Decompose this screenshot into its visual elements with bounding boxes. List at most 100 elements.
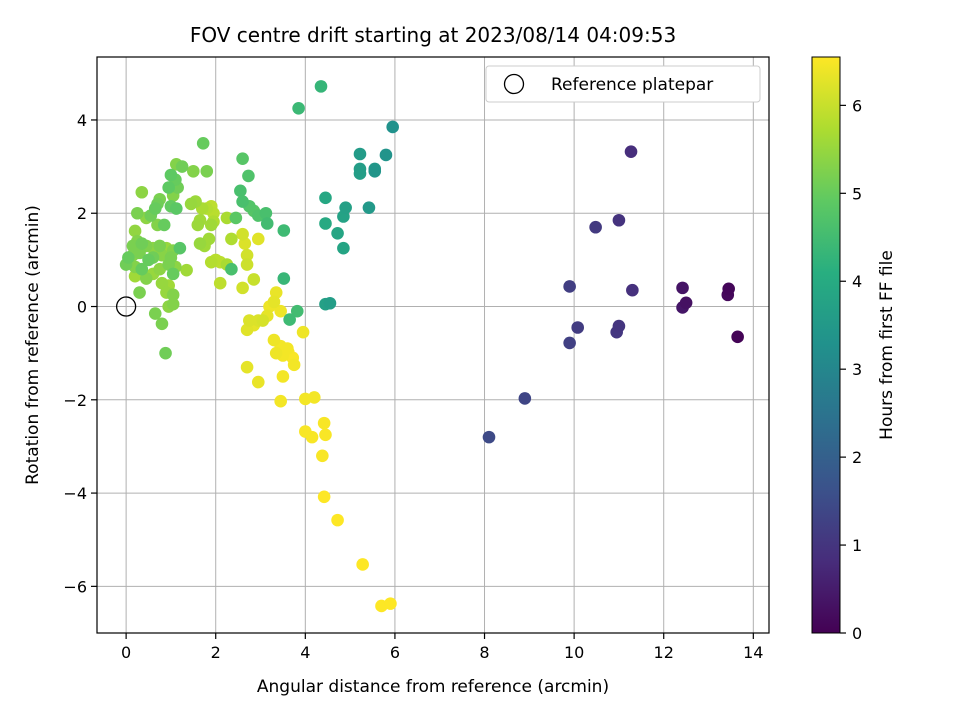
data-point <box>166 288 180 302</box>
data-point <box>133 286 146 299</box>
data-point <box>200 164 214 178</box>
data-point <box>153 239 167 253</box>
legend-label: Reference platepar <box>551 75 713 95</box>
legend-box <box>485 65 761 103</box>
data-point <box>162 181 175 194</box>
data-point <box>319 217 332 230</box>
data-point <box>204 218 218 232</box>
data-point <box>290 304 304 318</box>
colorbar-tick-label: 2 <box>852 448 862 467</box>
data-point <box>180 263 193 277</box>
data-point <box>482 430 496 444</box>
data-point <box>243 314 256 327</box>
legend: Reference platepar <box>485 65 761 103</box>
colorbar: 0 1 2 3 4 5 6 Hours from first FF file <box>811 56 897 643</box>
data-point <box>251 232 265 246</box>
y-tick-label: 2 <box>77 204 87 223</box>
data-point <box>169 202 183 215</box>
data-point <box>187 164 200 178</box>
data-points <box>115 80 744 613</box>
data-point <box>368 164 382 178</box>
data-point <box>267 333 281 347</box>
data-point <box>236 195 249 208</box>
data-point <box>676 281 689 295</box>
data-point <box>135 262 149 276</box>
data-point <box>319 191 332 205</box>
data-point <box>240 248 254 262</box>
data-point <box>353 162 367 176</box>
data-point <box>260 217 274 230</box>
data-point <box>384 597 397 610</box>
data-point <box>166 297 180 311</box>
x-tick-label: 4 <box>300 643 310 662</box>
data-point <box>331 226 344 240</box>
colorbar-ticks: 0 1 2 3 4 5 6 <box>840 96 862 643</box>
y-tick-label: −4 <box>63 484 87 503</box>
data-point <box>296 325 310 339</box>
data-point <box>353 147 367 161</box>
legend-reference-marker <box>503 73 525 95</box>
data-point <box>236 152 249 165</box>
data-point <box>193 237 207 250</box>
x-axis-label: Angular distance from reference (arcmin) <box>257 677 609 697</box>
data-point <box>319 428 332 442</box>
data-point <box>236 281 249 295</box>
data-point <box>722 282 735 296</box>
data-point <box>679 296 693 310</box>
colorbar-tick-label: 3 <box>852 360 862 379</box>
data-point <box>331 513 344 527</box>
x-axis-ticks: 0 2 4 6 8 10 12 14 <box>121 633 763 662</box>
data-point <box>229 211 243 225</box>
data-point <box>563 280 576 293</box>
data-point <box>274 304 287 318</box>
data-point <box>184 197 198 211</box>
data-point <box>589 220 602 234</box>
colorbar-tick-label: 6 <box>852 96 862 115</box>
data-point <box>240 360 254 374</box>
data-point <box>624 145 638 158</box>
data-point <box>251 375 265 389</box>
data-point <box>323 296 337 310</box>
data-point <box>159 346 172 360</box>
x-tick-label: 12 <box>654 643 674 662</box>
reference-platepar-marker <box>115 296 137 317</box>
colorbar-label: Hours from first FF file <box>877 250 897 440</box>
data-point <box>314 80 328 93</box>
data-point <box>386 120 399 134</box>
data-point <box>316 449 329 463</box>
y-tick-label: −6 <box>63 577 87 596</box>
data-point <box>242 169 255 183</box>
colorbar-gradient <box>811 56 841 634</box>
data-point <box>571 321 585 334</box>
data-point <box>135 237 149 250</box>
data-point <box>173 241 187 255</box>
data-point <box>155 317 169 331</box>
y-axis-label: Rotation from reference (arcmin) <box>23 205 43 485</box>
x-tick-label: 2 <box>211 643 221 662</box>
data-point <box>247 273 261 286</box>
data-point <box>287 358 301 372</box>
data-point <box>155 276 169 290</box>
data-point <box>305 430 319 444</box>
data-point <box>213 276 227 290</box>
chart-title: FOV centre drift starting at 2023/08/14 … <box>190 23 676 47</box>
x-tick-label: 6 <box>390 643 400 662</box>
data-point <box>281 342 294 355</box>
data-point <box>362 201 376 214</box>
data-point <box>626 283 639 297</box>
data-point <box>283 313 296 326</box>
data-point <box>292 102 305 115</box>
data-point <box>225 262 238 276</box>
data-point <box>164 168 178 182</box>
data-point <box>220 211 234 225</box>
data-point <box>256 314 270 327</box>
data-point <box>196 136 210 150</box>
data-point <box>731 330 744 344</box>
data-point <box>191 218 205 232</box>
data-point <box>259 206 273 220</box>
data-point <box>277 272 291 285</box>
data-point <box>142 253 155 267</box>
data-point <box>612 319 626 333</box>
colorbar-tick-label: 5 <box>852 184 862 203</box>
